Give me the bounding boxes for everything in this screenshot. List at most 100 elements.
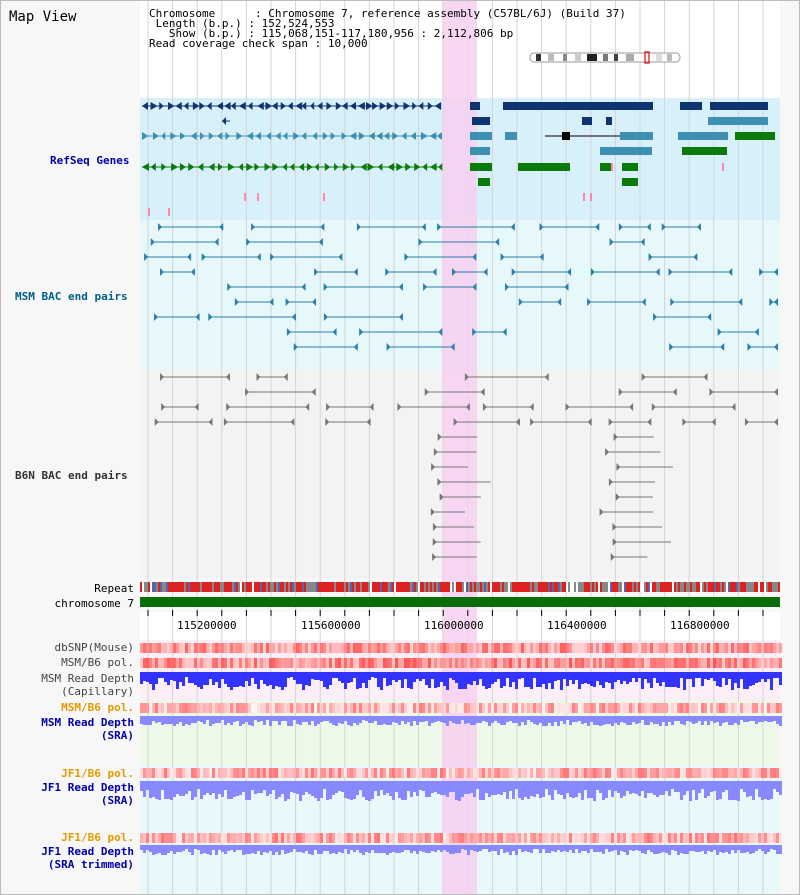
repeat-segment — [520, 582, 522, 592]
polymorphism-cell — [272, 643, 275, 653]
polymorphism-cell — [428, 703, 431, 713]
read-depth-bar — [734, 672, 737, 683]
polymorphism-cell — [152, 703, 155, 713]
read-depth-bar — [302, 845, 305, 853]
gene-arrow — [280, 102, 286, 110]
polymorphism-cell — [209, 643, 212, 653]
polymorphism-cell — [383, 643, 386, 653]
polymorphism-cell — [698, 833, 701, 843]
polymorphism-cell — [386, 703, 389, 713]
track-label-jf1-b6-pol-2[interactable]: JF1/B6 pol. — [61, 831, 134, 844]
read-depth-bar — [284, 781, 287, 801]
read-depth-bar — [248, 845, 251, 854]
track-label-jf1-b6-pol[interactable]: JF1/B6 pol. — [61, 767, 134, 780]
polymorphism-cell — [635, 658, 638, 668]
bac-end — [356, 223, 361, 231]
repeat-segment — [244, 582, 246, 592]
gene-arrow — [179, 163, 187, 171]
repeat-segment — [508, 582, 510, 592]
read-depth-bar — [182, 716, 185, 726]
polymorphism-cell — [254, 658, 257, 668]
polymorphism-cell — [260, 703, 263, 713]
track-label-msm-depth-sra[interactable]: MSM Read Depth — [41, 716, 134, 729]
read-depth-bar — [650, 716, 653, 722]
repeat-segment — [432, 582, 434, 592]
track-label-repeat[interactable]: Repeat — [94, 582, 134, 595]
bac-end — [424, 388, 429, 396]
bac-end — [234, 298, 239, 306]
track-label-msm-b6-pol[interactable]: MSM/B6 pol. — [61, 656, 134, 669]
polymorphism-cell — [494, 658, 497, 668]
read-depth-bar — [338, 781, 341, 791]
polymorphism-cell — [530, 833, 533, 843]
polymorphism-cell — [191, 658, 194, 668]
gene-arrow — [199, 132, 205, 140]
read-depth-bar — [722, 672, 725, 678]
read-depth-bar — [671, 716, 674, 725]
polymorphism-cell — [680, 643, 683, 653]
polymorphism-cell — [242, 833, 245, 843]
track-label-chromosome[interactable]: chromosome 7 — [54, 597, 134, 610]
polymorphism-cell — [323, 703, 326, 713]
repeat-segment — [536, 582, 538, 592]
track-label-msm-depth-capillary[interactable]: MSM Read Depth — [41, 672, 134, 685]
read-depth-bar — [593, 716, 596, 725]
read-depth-bar — [569, 716, 572, 725]
read-depth-bar — [269, 716, 272, 726]
polymorphism-cell — [410, 833, 413, 843]
read-depth-bar — [314, 672, 317, 680]
read-depth-bar — [731, 781, 734, 800]
polymorphism-cell — [554, 833, 557, 843]
polymorphism-cell — [215, 703, 218, 713]
polymorphism-cell — [386, 643, 389, 653]
polymorphism-cell — [650, 658, 653, 668]
polymorphism-cell — [197, 643, 200, 653]
polymorphism-cell — [254, 703, 257, 713]
read-depth-bar — [152, 781, 155, 797]
polymorphism-cell — [731, 833, 734, 843]
polymorphism-cell — [416, 643, 419, 653]
repeat-segment — [338, 582, 340, 592]
read-depth-bar — [587, 672, 590, 684]
read-depth-bar — [305, 716, 308, 722]
polymorphism-cell — [770, 658, 773, 668]
polymorphism-cell — [668, 643, 671, 653]
polymorphism-cell — [632, 833, 635, 843]
polymorphism-cell — [590, 703, 593, 713]
track-label-refseq[interactable]: RefSeq Genes — [50, 154, 130, 167]
repeat-segment — [170, 582, 172, 592]
polymorphism-cell — [584, 768, 587, 778]
read-depth-bar — [428, 672, 431, 688]
repeat-segment — [474, 582, 476, 592]
polymorphism-cell — [386, 833, 389, 843]
polymorphism-cell — [605, 658, 608, 668]
ideogram-band — [575, 54, 581, 61]
track-label-jf1-depth-sra[interactable]: JF1 Read Depth — [41, 781, 134, 794]
read-depth-bar — [281, 781, 284, 794]
read-depth-bar — [419, 845, 422, 851]
chromosome-key: Chromosome — [149, 7, 216, 20]
polymorphism-cell — [473, 658, 476, 668]
polymorphism-cell — [338, 643, 341, 653]
polymorphism-cell — [248, 643, 251, 653]
track-label-dbsnp[interactable]: dbSNP(Mouse) — [54, 641, 134, 654]
track-label-msm-bac[interactable]: MSM BAC end pairs — [15, 290, 128, 303]
polymorphism-cell — [476, 833, 479, 843]
track-label-b6n-bac[interactable]: B6N BAC end pairs — [15, 469, 128, 482]
repeat-segment — [380, 582, 382, 592]
polymorphism-cell — [497, 658, 500, 668]
read-depth-bar — [407, 672, 410, 688]
polymorphism-cell — [428, 643, 431, 653]
polymorphism-cell — [767, 703, 770, 713]
bac-end — [480, 388, 485, 396]
read-depth-bar — [407, 716, 410, 722]
polymorphism-cell — [383, 658, 386, 668]
repeat-segment — [142, 582, 144, 592]
repeat-segment — [460, 582, 462, 592]
track-label-msm-b6-pol-2[interactable]: MSM/B6 pol. — [61, 701, 134, 714]
repeat-segment — [610, 582, 612, 592]
polymorphism-cell — [743, 768, 746, 778]
read-depth-bar — [641, 672, 644, 689]
track-label-jf1-depth-trimmed[interactable]: JF1 Read Depth — [41, 845, 134, 858]
